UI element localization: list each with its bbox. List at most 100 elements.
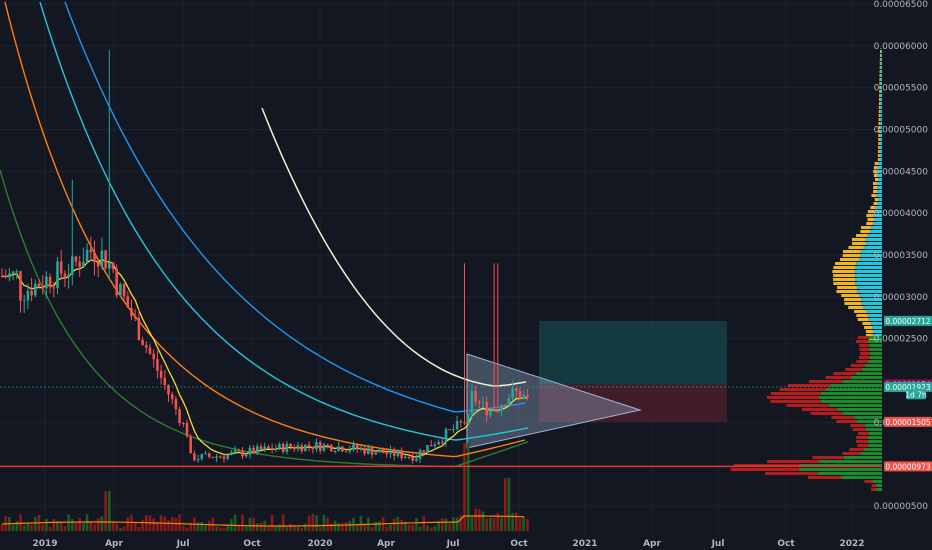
- volume-bar: [422, 515, 426, 531]
- volume-bar: [400, 519, 403, 531]
- price-badge-label: 1d 7h: [905, 390, 927, 399]
- candle-body: [455, 421, 459, 430]
- volume-bar: [359, 515, 363, 531]
- profile-bar-blue: [880, 102, 882, 105]
- volume-bar: [318, 527, 322, 531]
- volume-bar: [363, 524, 366, 531]
- candle-body: [100, 250, 104, 267]
- candle-body: [211, 456, 215, 458]
- profile-bar-green: [850, 376, 882, 379]
- candle-body: [318, 442, 322, 451]
- y-tick-label: 0.00005000: [874, 126, 929, 136]
- candle-body: [330, 445, 333, 452]
- candle-body: [326, 444, 329, 446]
- profile-bar-orange: [875, 178, 879, 181]
- candle-body: [270, 448, 274, 450]
- candle-body: [30, 290, 33, 296]
- volume-bar: [215, 526, 218, 531]
- candle-body: [470, 391, 474, 414]
- profile-bar-orange: [862, 322, 872, 325]
- candle-body: [185, 422, 189, 437]
- candle-body: [381, 449, 385, 454]
- volume-bar: [448, 523, 451, 531]
- profile-bar-blue: [865, 242, 882, 245]
- volume-bar: [26, 524, 30, 531]
- volume-bar: [259, 522, 263, 531]
- profile-bar-orange: [867, 218, 875, 221]
- volume-bar: [274, 526, 278, 531]
- candle-body: [274, 448, 278, 450]
- ma-line-white: [261, 107, 527, 387]
- candle-body: [189, 436, 192, 454]
- volume-bar: [433, 526, 437, 531]
- profile-bar-orange: [833, 274, 856, 277]
- profile-bar-blue: [877, 166, 882, 169]
- profile-bar-blue: [880, 78, 882, 81]
- y-tick-label: 0.00005500: [874, 84, 929, 94]
- candle-body: [307, 444, 311, 447]
- volume-bar: [444, 518, 448, 531]
- profile-bar-orange: [878, 150, 880, 153]
- profile-bar-blue: [880, 58, 882, 61]
- profile-bar-orange: [878, 102, 881, 105]
- profile-bar-blue: [855, 278, 882, 281]
- candle-body: [311, 446, 315, 450]
- profile-bar-green: [817, 472, 882, 475]
- profile-bar-orange: [880, 50, 881, 53]
- profile-bar-blue: [874, 210, 882, 213]
- profile-bar-orange: [878, 114, 881, 117]
- volume-bar: [370, 527, 374, 531]
- time-axis[interactable]: 2019 Apr Jul Oct 2020 Apr Jul Oct 2021 Apr Jul Oct 2…: [0, 536, 932, 550]
- price-badge: [906, 389, 926, 400]
- y-tick-label: 0.00006000: [874, 42, 929, 52]
- candle-body: [85, 249, 89, 262]
- candle-body: [515, 388, 518, 392]
- profile-bar-green: [867, 360, 882, 363]
- volume-bar: [15, 521, 19, 531]
- profile-bar-green: [869, 344, 882, 347]
- candle-body: [285, 443, 289, 452]
- y-tick-label: 0.00000500: [874, 502, 929, 512]
- profile-bar-green: [867, 440, 882, 443]
- profile-bar-blue: [880, 130, 882, 133]
- volume-bar: [404, 521, 407, 531]
- profile-bar-green: [860, 452, 882, 455]
- profile-bar-red: [857, 444, 869, 447]
- profile-bar-green: [818, 460, 882, 463]
- volume-bar: [392, 518, 396, 531]
- volume-bar: [78, 517, 81, 531]
- volume-bar: [200, 522, 204, 531]
- price-badge-label: 0.00001923: [885, 383, 931, 392]
- candle-body: [411, 456, 414, 461]
- candle-body: [441, 441, 444, 443]
- volume-bar: [344, 522, 348, 531]
- candle-body: [304, 444, 307, 452]
- profile-bar-green: [837, 408, 882, 411]
- profile-bar-orange: [840, 258, 859, 261]
- profile-bar-orange: [873, 202, 878, 205]
- profile-bar-orange: [837, 286, 858, 289]
- volume-bar: [500, 517, 503, 531]
- candle-body: [466, 413, 470, 424]
- candle-body: [322, 444, 326, 451]
- profile-bar-orange: [877, 154, 880, 157]
- volume-bar: [296, 526, 300, 531]
- profile-bar-orange: [844, 302, 862, 305]
- profile-bar-red: [849, 448, 865, 451]
- candle-body: [82, 261, 85, 267]
- volume-bar: [526, 518, 529, 531]
- profile-bar-blue: [873, 330, 882, 333]
- profile-bar-green: [856, 420, 882, 423]
- volume-bar: [93, 524, 96, 531]
- candlesticks: [0, 50, 529, 464]
- candle-body: [500, 404, 503, 412]
- candle-body: [281, 443, 285, 452]
- profile-bar-blue: [863, 306, 882, 309]
- profile-bar-orange: [879, 54, 881, 57]
- profile-bar-green: [869, 348, 882, 351]
- y-tick-label: 0.00003500: [874, 251, 929, 261]
- candle-body: [263, 446, 266, 450]
- price-axis[interactable]: 0.00006500 0.00006000 0.00005500 0.00005000…: [874, 0, 932, 536]
- candle-body: [122, 284, 126, 297]
